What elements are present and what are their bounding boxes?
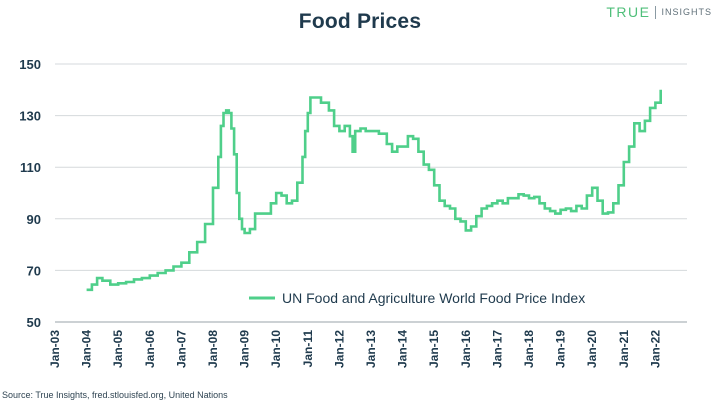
brand-divider [655, 5, 657, 19]
source-note: Source: True Insights, fred.stlouisfed.o… [2, 390, 228, 400]
brand-subtitle: INSIGHTS [661, 7, 712, 17]
y-tick-label: 130 [19, 109, 41, 124]
y-tick-label: 110 [20, 160, 41, 175]
x-tick-label: Jan-18 [522, 330, 536, 368]
x-tick-label: Jan-12 [332, 330, 346, 368]
x-tick-label: Jan-15 [427, 330, 441, 368]
x-tick-label: Jan-16 [459, 330, 473, 368]
x-tick-label: Jan-11 [301, 330, 315, 368]
y-axis: 50 70 90 110 130 150 [19, 57, 41, 330]
x-tick-label: Jan-05 [111, 330, 125, 368]
chart-title: Food Prices [298, 10, 422, 33]
legend-label: UN Food and Agriculture World Food Price… [282, 290, 585, 306]
x-tick-label: Jan-03 [48, 330, 62, 368]
y-tick-label: 150 [19, 57, 41, 72]
x-tick-label: Jan-10 [269, 330, 283, 368]
x-tick-label: Jan-08 [206, 330, 220, 368]
x-tick-label: Jan-07 [174, 330, 188, 368]
y-tick-label: 90 [27, 212, 41, 227]
x-tick-label: Jan-04 [80, 330, 94, 368]
series-line-food-price-index [86, 89, 662, 292]
x-tick-label: Jan-14 [396, 330, 410, 368]
brand-name: TRUE [606, 4, 651, 20]
x-tick-label: Jan-22 [648, 330, 662, 368]
x-tick-label: Jan-06 [143, 330, 157, 368]
x-axis: Jan-03 Jan-04 Jan-05 Jan-06 Jan-07 Jan-08 Jan-… [48, 330, 662, 368]
legend: UN Food and Agriculture World Food Price… [249, 290, 585, 306]
x-tick-label: Jan-13 [364, 330, 378, 368]
x-tick-label: Jan-21 [617, 330, 631, 368]
y-tick-label: 50 [27, 315, 41, 330]
brand-logo: TRUE INSIGHTS [606, 4, 712, 20]
x-tick-label: Jan-19 [554, 330, 568, 368]
x-tick-label: Jan-17 [490, 330, 504, 368]
x-tick-label: Jan-09 [238, 330, 252, 368]
gridlines [55, 63, 687, 323]
y-tick-label: 70 [27, 263, 41, 278]
x-tick-label: Jan-20 [585, 330, 599, 368]
